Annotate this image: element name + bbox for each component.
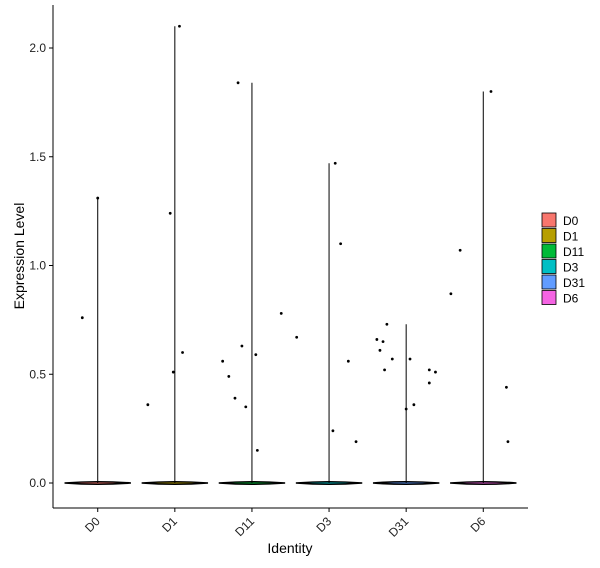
- data-point-D31: [383, 368, 386, 372]
- data-point-D1: [168, 211, 172, 215]
- data-point-D6: [506, 440, 510, 444]
- y-axis-title: Expression Level: [11, 203, 27, 310]
- y-axis-ticks: 0.0 0.5 1.0 1.5 2.0: [29, 41, 53, 490]
- jitter-points-layer: [80, 24, 510, 452]
- data-point-D11: [240, 344, 244, 348]
- data-point-D11: [255, 448, 259, 452]
- data-point-D6: [449, 292, 453, 296]
- data-point-D31: [385, 322, 389, 326]
- data-point-D31: [427, 381, 431, 385]
- legend-label-D31: D31: [563, 276, 585, 290]
- data-point-D0: [80, 316, 84, 320]
- data-point-D3: [339, 242, 343, 246]
- data-point-D31: [381, 340, 385, 344]
- x-tick-label: D1: [159, 514, 180, 535]
- legend-swatch-D11: [541, 243, 557, 259]
- data-point-D11: [244, 405, 248, 409]
- legend-label-D0: D0: [563, 214, 579, 228]
- x-tick-label: D31: [386, 514, 412, 540]
- data-point-D3: [354, 440, 358, 444]
- data-point-D31: [434, 370, 437, 374]
- data-point-D3: [346, 359, 350, 363]
- legend-label-D11: D11: [563, 245, 584, 259]
- data-point-D1: [171, 370, 175, 374]
- data-point-D1: [181, 351, 184, 354]
- data-point-D31: [412, 403, 416, 407]
- data-point-D1: [146, 403, 150, 407]
- legend-swatch-D6: [541, 290, 557, 305]
- y-tick-label: 1.5: [29, 150, 46, 164]
- legend-label-D1: D1: [563, 230, 579, 244]
- data-point-D0: [96, 196, 100, 200]
- legend-label-D6: D6: [563, 292, 579, 306]
- data-point-D11: [279, 311, 283, 315]
- data-point-D31: [378, 348, 382, 352]
- data-point-D11: [254, 353, 258, 357]
- data-point-D3: [295, 335, 299, 339]
- legend-label-D3: D3: [563, 261, 579, 275]
- data-point-D3: [331, 429, 335, 433]
- x-axis-ticks: D0 D1 D11 D3 D31 D6: [82, 508, 489, 540]
- legend-swatch-D3: [541, 259, 557, 274]
- data-point-D11: [236, 81, 240, 85]
- y-tick-label: 0.5: [29, 367, 46, 381]
- x-tick-label: D11: [232, 514, 257, 539]
- x-axis-title: Identity: [267, 540, 312, 556]
- y-tick-label: 2.0: [29, 41, 46, 55]
- data-point-D31: [408, 357, 412, 361]
- y-tick-label: 1.0: [29, 259, 46, 273]
- data-point-D6: [458, 248, 462, 252]
- data-point-D6: [489, 90, 493, 93]
- data-point-D11: [227, 375, 231, 378]
- data-point-D31: [390, 357, 394, 361]
- data-point-D31: [427, 368, 431, 372]
- data-point-D31: [404, 407, 408, 411]
- legend-swatch-D1: [541, 228, 557, 243]
- data-point-D1: [178, 24, 181, 28]
- x-tick-label: D3: [313, 514, 334, 535]
- data-point-D31: [375, 338, 379, 341]
- data-point-D3: [333, 161, 337, 165]
- violin-layer: [64, 26, 517, 486]
- data-point-D6: [505, 385, 508, 389]
- x-tick-label: D0: [82, 514, 103, 535]
- legend-swatch-D0: [541, 212, 557, 228]
- legend-swatch-D31: [541, 274, 557, 290]
- data-point-D11: [221, 359, 225, 363]
- y-tick-label: 0.0: [29, 476, 46, 490]
- data-point-D11: [233, 396, 237, 400]
- x-tick-label: D6: [468, 514, 489, 535]
